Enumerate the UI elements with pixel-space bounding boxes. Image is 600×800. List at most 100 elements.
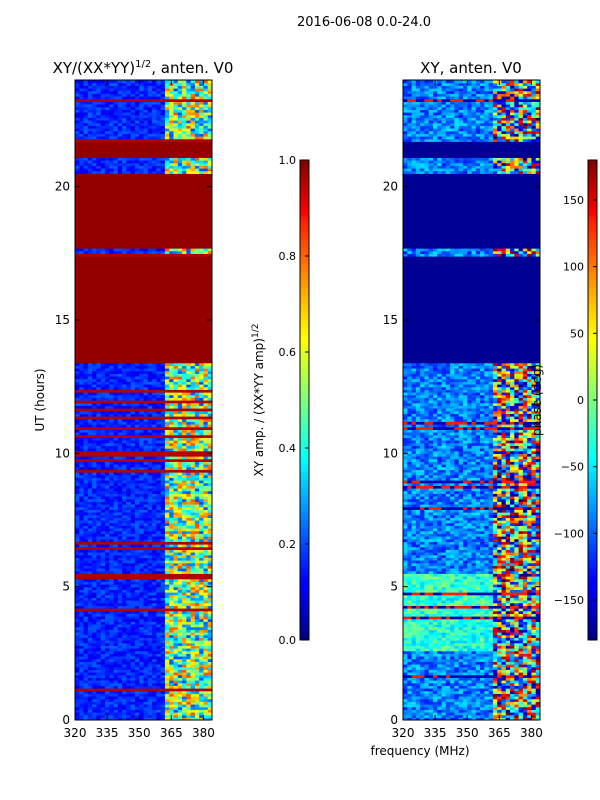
amplitude-heatmap-cell: [122, 533, 127, 537]
amplitude-heatmap-cell: [207, 709, 212, 713]
amplitude-heatmap-cell: [79, 450, 85, 454]
amplitude-heatmap-cell: [83, 613, 89, 617]
amplitude-heatmap-cell: [203, 650, 209, 654]
amplitude-heatmap-cell: [113, 402, 119, 406]
amplitude-heatmap-cell: [79, 624, 85, 628]
amplitude-heatmap-cell: [79, 576, 85, 580]
amplitude-heatmap-cell: [75, 685, 80, 689]
amplitude-heatmap-cell: [96, 576, 102, 580]
amplitude-heatmap-cell: [169, 466, 175, 470]
amplitude-heatmap-cell: [182, 482, 187, 486]
amplitude-heatmap-cell: [190, 632, 196, 636]
amplitude-heatmap-cell: [164, 544, 170, 548]
amplitude-heatmap-cell: [87, 429, 93, 433]
amplitude-heatmap-cell: [143, 346, 149, 350]
amplitude-heatmap-cell: [173, 474, 179, 478]
amplitude-heatmap-cell: [177, 488, 183, 492]
amplitude-heatmap-cell: [87, 346, 93, 350]
amplitude-heatmap-cell: [147, 354, 153, 358]
amplitude-heatmap-cell: [143, 496, 149, 500]
amplitude-heatmap-cell: [83, 450, 89, 454]
amplitude-heatmap-cell: [186, 466, 192, 470]
amplitude-heatmap-cell: [130, 448, 136, 452]
amplitude-heatmap-cell: [194, 434, 200, 438]
amplitude-heatmap-cell: [122, 306, 127, 310]
amplitude-heatmap-cell: [152, 474, 157, 478]
amplitude-heatmap-cell: [156, 306, 162, 310]
amplitude-heatmap-cell: [122, 701, 127, 705]
amplitude-heatmap-cell: [83, 477, 89, 481]
amplitude-heatmap-cell: [134, 501, 140, 505]
amplitude-heatmap-cell: [100, 512, 106, 516]
amplitude-heatmap-cell: [83, 333, 89, 337]
amplitude-heatmap-cell: [87, 338, 93, 342]
amplitude-heatmap-cell: [156, 368, 162, 372]
amplitude-heatmap-cell: [113, 333, 119, 337]
amplitude-heatmap-cell: [203, 546, 209, 550]
amplitude-heatmap-cell: [207, 389, 212, 393]
amplitude-heatmap-cell: [113, 392, 119, 396]
amplitude-heatmap-cell: [177, 557, 183, 561]
amplitude-heatmap-cell: [207, 573, 212, 577]
amplitude-heatmap-cell: [190, 384, 196, 388]
amplitude-heatmap-cell: [156, 530, 162, 534]
amplitude-heatmap-cell: [126, 373, 132, 377]
amplitude-heatmap-cell: [113, 565, 119, 569]
amplitude-heatmap-cell: [117, 304, 123, 308]
amplitude-heatmap-cell: [87, 504, 93, 508]
amplitude-heatmap-cell: [79, 394, 85, 398]
amplitude-heatmap-cell: [75, 469, 80, 473]
amplitude-heatmap-cell: [152, 608, 157, 612]
amplitude-heatmap-cell: [203, 429, 209, 433]
amplitude-heatmap-cell: [109, 461, 115, 465]
amplitude-heatmap-cell: [104, 701, 110, 705]
amplitude-heatmap-cell: [160, 453, 166, 457]
amplitude-heatmap-cell: [126, 368, 132, 372]
amplitude-heatmap-cell: [164, 600, 170, 604]
amplitude-heatmap-cell: [92, 693, 98, 697]
amplitude-heatmap-cell: [173, 453, 179, 457]
amplitude-heatmap-cell: [130, 440, 136, 444]
amplitude-heatmap-cell: [92, 538, 98, 542]
amplitude-heatmap-cell: [75, 522, 80, 526]
amplitude-heatmap-cell: [75, 616, 80, 620]
amplitude-heatmap-cell: [117, 653, 123, 657]
amplitude-heatmap-cell: [117, 448, 123, 452]
amplitude-heatmap-cell: [79, 464, 85, 468]
amplitude-heatmap-cell: [177, 690, 183, 694]
amplitude-heatmap-cell: [117, 453, 123, 457]
amplitude-heatmap-cell: [199, 538, 205, 542]
amplitude-heatmap-cell: [147, 525, 153, 529]
amplitude-heatmap-cell: [117, 501, 123, 505]
amplitude-heatmap-cell: [173, 472, 179, 476]
amplitude-heatmap-cell: [199, 341, 205, 345]
amplitude-heatmap-cell: [122, 504, 127, 508]
amplitude-heatmap-cell: [96, 314, 102, 318]
amplitude-heatmap-cell: [194, 714, 200, 718]
amplitude-heatmap-cell: [104, 693, 110, 697]
amplitude-heatmap-cell: [173, 690, 179, 694]
amplitude-heatmap-cell: [152, 637, 157, 641]
amplitude-heatmap-cell: [126, 464, 132, 468]
amplitude-heatmap-cell: [156, 469, 162, 473]
amplitude-heatmap-cell: [182, 354, 187, 358]
amplitude-heatmap-cell: [100, 629, 106, 633]
amplitude-heatmap-cell: [199, 696, 205, 700]
amplitude-heatmap-cell: [130, 453, 136, 457]
amplitude-heatmap-cell: [117, 562, 123, 566]
amplitude-heatmap-cell: [207, 458, 212, 462]
amplitude-heatmap-cell: [177, 664, 183, 668]
amplitude-heatmap-cell: [152, 378, 157, 382]
amplitude-heatmap-cell: [203, 578, 209, 582]
amplitude-heatmap-cell: [207, 378, 212, 382]
amplitude-heatmap-cell: [199, 336, 205, 340]
amplitude-heatmap-cell: [143, 501, 149, 505]
amplitude-heatmap-cell: [87, 397, 93, 401]
amplitude-heatmap-cell: [83, 426, 89, 430]
amplitude-heatmap-cell: [130, 424, 136, 428]
amplitude-heatmap-cell: [203, 408, 209, 412]
amplitude-heatmap-cell: [79, 568, 85, 572]
amplitude-heatmap-cell: [194, 552, 200, 556]
amplitude-heatmap-cell: [156, 656, 162, 660]
amplitude-heatmap-cell: [152, 557, 157, 561]
